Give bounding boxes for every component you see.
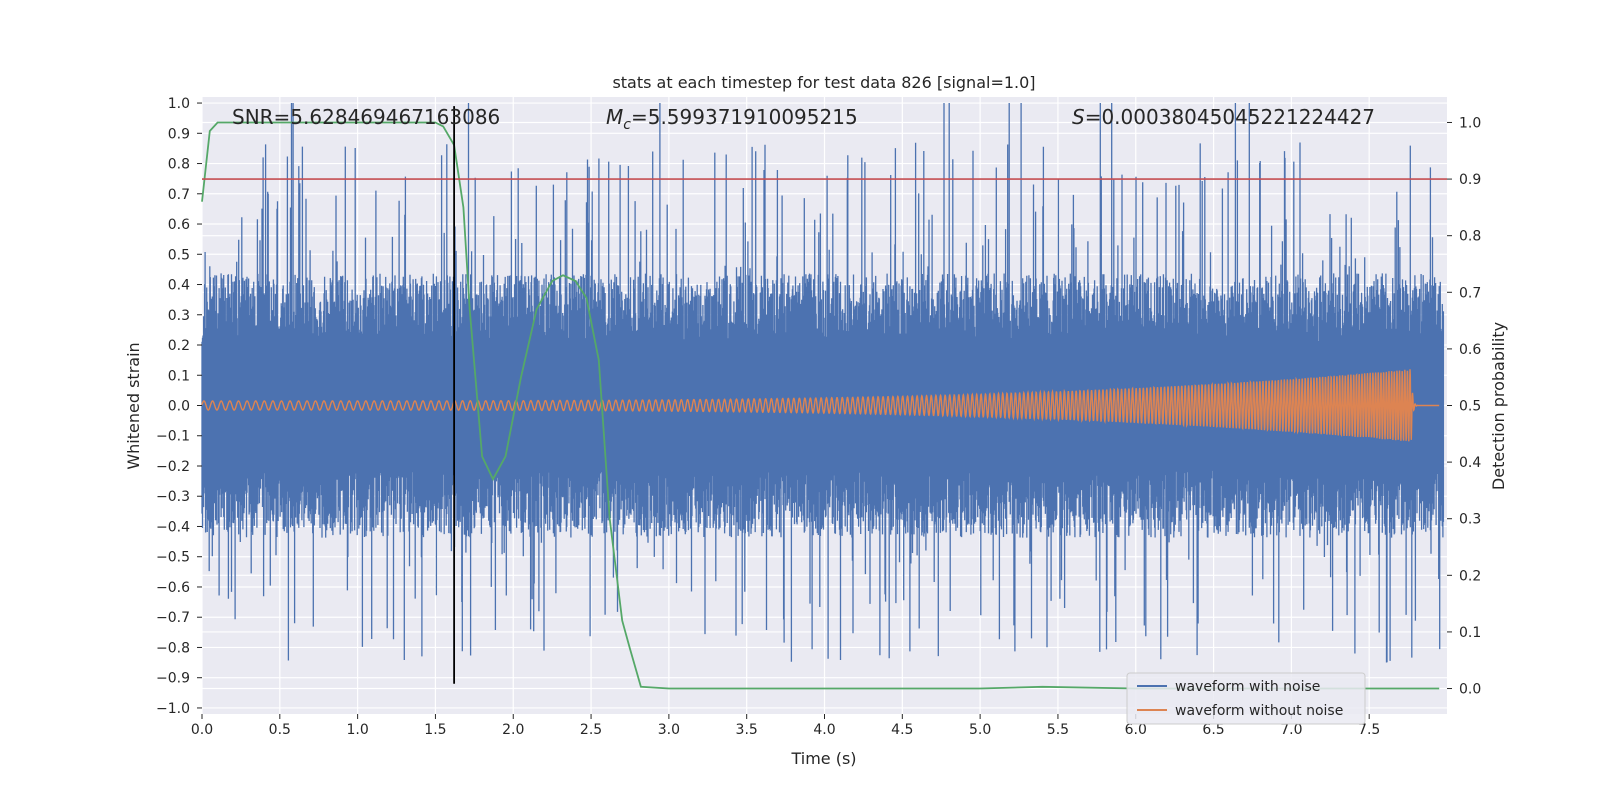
series-waveform-without-noise — [201, 369, 1440, 442]
y-tick-label: −0.9 — [156, 671, 190, 687]
y-tick-label: 1.0 — [168, 96, 190, 112]
y-tick-label: 0.4 — [168, 278, 190, 294]
s-value: =0.00038045045221224427 — [1085, 105, 1375, 129]
y2-tick-label: 0.2 — [1459, 568, 1481, 584]
x-tick-label: 0.0 — [191, 722, 213, 738]
y2-tick-label: 0.4 — [1459, 455, 1481, 471]
x-tick-label: 4.5 — [891, 722, 913, 738]
y-tick-label: 0.6 — [168, 217, 190, 233]
reference-lines — [202, 106, 1447, 684]
y-tick-label: 0.1 — [168, 368, 190, 384]
x-tick-label: 5.5 — [1047, 722, 1069, 738]
y2-tick-label: 0.7 — [1459, 285, 1481, 301]
legend-label-noise: waveform with noise — [1175, 679, 1320, 695]
legend-box — [1126, 672, 1366, 725]
y-tick-label: −0.1 — [156, 429, 190, 445]
x-tick-label: 7.5 — [1358, 722, 1380, 738]
legend: waveform with noise waveform without noi… — [1126, 672, 1366, 725]
y2-axis-label: Detection probability — [1489, 322, 1508, 490]
series-detection-probability — [201, 121, 1440, 690]
y-tick-label: −0.5 — [156, 550, 190, 566]
x-tick-label: 2.0 — [502, 722, 524, 738]
y2-tick-label: 0.9 — [1459, 172, 1481, 188]
snr-annotation: SNR=5.628469467163086 — [232, 105, 500, 129]
x-tick-label: 2.5 — [580, 722, 602, 738]
x-tick-label: 1.5 — [424, 722, 446, 738]
x-tick-label: 3.0 — [658, 722, 680, 738]
y-tick-label: 0.0 — [168, 399, 190, 415]
y-tick-label: −0.3 — [156, 489, 190, 505]
y-tick-label: −0.6 — [156, 580, 190, 596]
y2-tick-label: 0.6 — [1459, 342, 1481, 358]
x-tick-label: 6.5 — [1202, 722, 1224, 738]
y2-tick-label: 0.8 — [1459, 229, 1481, 245]
y-tick-label: 0.5 — [168, 247, 190, 263]
y-tick-label: −0.4 — [156, 519, 190, 535]
x-tick-label: 1.0 — [346, 722, 368, 738]
y-axis-label: Whitened strain — [124, 342, 143, 469]
x-axis-label: Time (s) — [790, 749, 856, 768]
y-tick-label: −0.7 — [156, 610, 190, 626]
legend-label-clean: waveform without noise — [1175, 703, 1343, 719]
y-tick-label: 0.2 — [168, 338, 190, 354]
y-tick-label: 0.7 — [168, 187, 190, 203]
y2-tick-label: 0.0 — [1459, 682, 1481, 698]
x-tick-label: 6.0 — [1125, 722, 1147, 738]
clean-waveform-path — [201, 369, 1440, 442]
y-tick-label: 0.8 — [168, 157, 190, 173]
chart-title: stats at each timestep for test data 826… — [612, 73, 1035, 92]
y-tick-label: −0.8 — [156, 640, 190, 656]
s-symbol: S — [1072, 105, 1085, 129]
chirp-mass-subscript: c — [623, 117, 631, 133]
probability-line — [201, 121, 1440, 690]
tick-labels: 0.0 0.5 1.0 1.5 2.0 2.5 3.0 3.5 4.0 4.5 5.0 5.5 6.0 6… — [156, 96, 1481, 738]
y2-tick-label: 1.0 — [1459, 115, 1481, 131]
y2-tick-label: 0.1 — [1459, 625, 1481, 641]
chirp-mass-annotation: Mc=5.599371910095215 — [606, 105, 858, 133]
s-annotation: S=0.00038045045221224427 — [1072, 105, 1375, 129]
x-tick-label: 5.0 — [969, 722, 991, 738]
y-tick-label: 0.3 — [168, 308, 190, 324]
chirp-mass-value: =5.599371910095215 — [631, 105, 858, 129]
y-tick-label: −0.2 — [156, 459, 190, 475]
x-tick-label: 0.5 — [269, 722, 291, 738]
chirp-mass-symbol: M — [606, 105, 623, 129]
y-tick-label: 0.9 — [168, 126, 190, 142]
y-tick-label: −1.0 — [156, 701, 190, 717]
x-tick-label: 4.0 — [813, 722, 835, 738]
x-tick-label: 7.0 — [1280, 722, 1302, 738]
y2-tick-label: 0.3 — [1459, 512, 1481, 528]
y2-tick-label: 0.5 — [1459, 399, 1481, 415]
x-tick-label: 3.5 — [736, 722, 758, 738]
